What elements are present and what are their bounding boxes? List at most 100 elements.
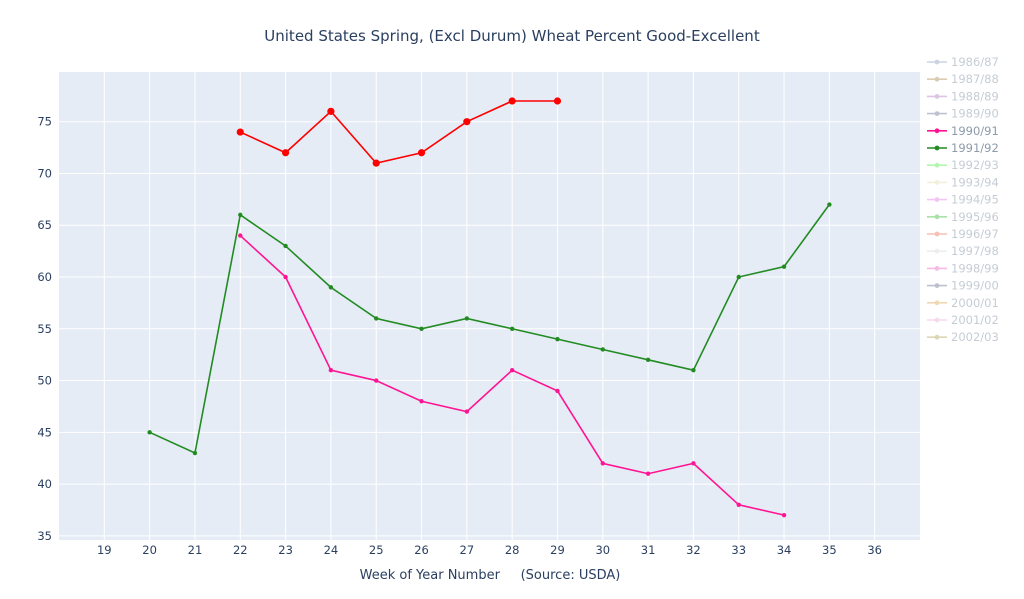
data-point — [736, 502, 741, 507]
data-point — [374, 316, 379, 321]
data-point — [691, 461, 696, 466]
legend-label: 1997/98 — [951, 244, 999, 258]
legend-item[interactable]: 1994/95 — [927, 193, 999, 207]
legend-item[interactable]: 1993/94 — [927, 175, 999, 189]
series-1990-91 — [238, 233, 787, 518]
legend-item[interactable]: 1996/97 — [927, 227, 999, 241]
x-tick-label: 24 — [324, 543, 339, 557]
legend-label: 1994/95 — [951, 193, 999, 207]
legend-item[interactable]: 1987/88 — [927, 72, 999, 86]
x-tick-label: 23 — [278, 543, 293, 557]
x-tick-label: 33 — [731, 543, 746, 557]
data-point — [238, 233, 243, 238]
legend-swatch-marker — [934, 248, 940, 254]
legend-item[interactable]: 2001/02 — [927, 313, 999, 327]
data-point — [508, 97, 516, 105]
legend-label: 1990/91 — [951, 124, 999, 138]
x-axis-ticks: 19 20 21 22 23 24 25 26 27 28 29 30 31 32 33 34 35 36 — [97, 543, 882, 557]
data-point — [555, 388, 560, 394]
data-point — [192, 450, 198, 456]
x-tick-label: 34 — [777, 543, 792, 557]
data-point — [374, 378, 379, 383]
legend-swatch-marker — [934, 283, 940, 288]
legend-label: 1993/94 — [951, 175, 999, 189]
legend-item[interactable]: 1990/91 — [927, 124, 999, 138]
x-tick-label: 29 — [550, 543, 565, 557]
data-point — [781, 264, 787, 269]
legend-label: 1999/00 — [951, 279, 999, 293]
legend-item[interactable]: 1998/99 — [927, 261, 999, 275]
y-tick-label: 50 — [37, 374, 52, 388]
legend-swatch-marker — [934, 317, 940, 323]
series-line — [149, 204, 831, 455]
chart-title: United States Spring, (Excl Durum) Wheat… — [264, 27, 760, 45]
series-current — [236, 97, 562, 167]
data-point — [645, 357, 651, 363]
data-point — [691, 367, 696, 373]
x-tick-label: 31 — [641, 543, 656, 557]
legend-item[interactable]: 2002/03 — [927, 330, 999, 344]
legend[interactable]: 1986/87 1987/88 1988/89 1989/90 1990/91 1991/… — [927, 55, 999, 344]
legend-item[interactable]: 1986/87 — [927, 55, 999, 69]
legend-label: 1986/87 — [951, 55, 999, 69]
legend-label: 1989/90 — [951, 107, 999, 121]
data-point — [736, 274, 741, 280]
data-point — [645, 471, 651, 476]
data-point — [147, 430, 152, 435]
data-point — [463, 118, 471, 126]
data-point — [553, 97, 562, 105]
y-tick-label: 55 — [37, 322, 52, 336]
legend-item[interactable]: 1999/00 — [927, 279, 999, 293]
legend-swatch-marker — [934, 76, 940, 82]
legend-swatch-marker — [934, 59, 940, 65]
legend-item[interactable]: 1989/90 — [927, 107, 999, 121]
y-tick-label: 40 — [37, 477, 52, 491]
x-tick-label: 20 — [142, 543, 157, 557]
x-tick-label: 30 — [595, 543, 610, 557]
data-point — [417, 149, 426, 157]
legend-swatch-marker — [934, 197, 940, 203]
legend-label: 1998/99 — [951, 261, 999, 275]
legend-item[interactable]: 2000/01 — [927, 296, 999, 310]
legend-swatch-marker — [934, 128, 940, 134]
x-tick-label: 26 — [414, 543, 429, 557]
data-point — [555, 336, 560, 342]
legend-swatch-marker — [934, 266, 940, 271]
data-point — [283, 274, 288, 280]
x-tick-label: 27 — [460, 543, 475, 557]
legend-item[interactable]: 1997/98 — [927, 244, 999, 258]
legend-label: 1996/97 — [951, 227, 999, 241]
legend-swatch-marker — [934, 162, 940, 168]
legend-item[interactable]: 1988/89 — [927, 89, 999, 103]
data-point — [281, 149, 290, 157]
legend-label: 1987/88 — [951, 72, 999, 86]
data-point — [827, 202, 832, 207]
legend-label: 1988/89 — [951, 89, 999, 103]
legend-swatch-marker — [934, 111, 940, 116]
legend-item[interactable]: 1992/93 — [927, 158, 999, 172]
y-tick-label: 60 — [37, 270, 52, 284]
data-point — [328, 367, 334, 373]
legend-item[interactable]: 1995/96 — [927, 210, 999, 224]
legend-swatch-marker — [934, 94, 940, 99]
legend-swatch-marker — [934, 180, 940, 185]
y-tick-label: 75 — [37, 115, 52, 129]
plot-background — [59, 72, 920, 540]
series-line — [239, 100, 558, 165]
data-point — [509, 367, 515, 373]
legend-swatch-marker — [934, 231, 940, 237]
y-axis-ticks: 35 40 45 50 55 60 65 70 75 — [37, 115, 52, 543]
y-tick-label: 70 — [37, 166, 52, 180]
y-tick-label: 45 — [37, 425, 52, 439]
data-point — [283, 243, 288, 249]
data-point — [327, 107, 335, 115]
series-1991-92 — [147, 202, 832, 456]
legend-item[interactable]: 1991/92 — [927, 141, 999, 155]
data-point — [238, 212, 243, 218]
data-point — [419, 399, 424, 404]
x-tick-label: 28 — [505, 543, 520, 557]
x-axis-title: Week of Year Number (Source: USDA) — [360, 568, 621, 583]
data-point — [781, 512, 787, 518]
legend-swatch-marker — [934, 214, 940, 220]
